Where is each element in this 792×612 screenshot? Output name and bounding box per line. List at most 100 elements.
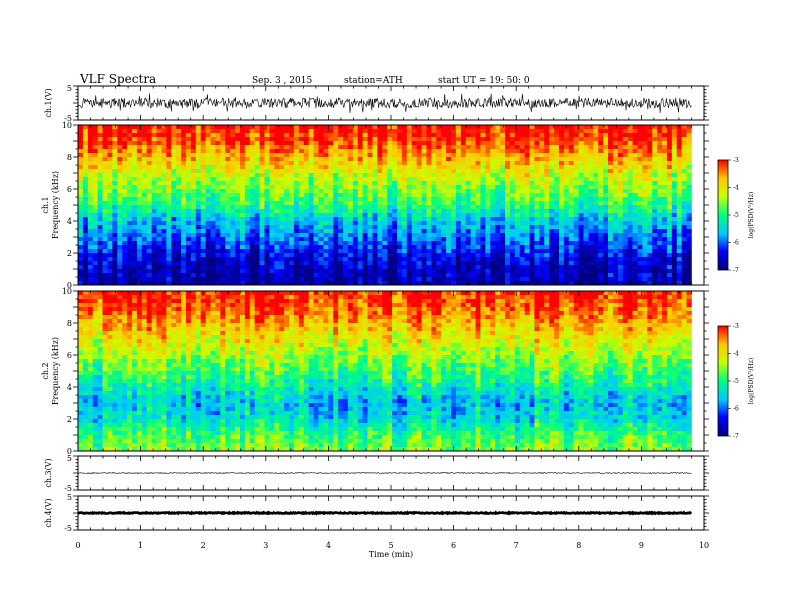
spectrogram-cell [235,169,241,174]
spectrogram-cell [225,185,231,190]
spectrogram-cell [239,209,246,214]
spectrogram-cell [534,237,540,242]
spectrogram-cell [593,233,599,238]
spectrogram-cell [514,193,521,198]
spectrogram-cell [176,249,182,254]
spectrogram-cell [514,141,521,146]
spectrogram-cell [421,145,427,150]
spectrogram-cell [583,241,589,246]
spectrogram-cell [652,213,658,218]
spectrogram-cell [451,269,457,274]
spectrogram-cell [666,277,673,282]
spectrogram-cell [495,157,501,162]
spectrogram-cell [642,273,648,278]
spectrogram-cell [377,189,383,194]
spectrogram-cell [514,161,521,166]
spectrogram-cell [367,229,373,234]
spectrogram-cell [460,249,467,254]
spectrogram-cell [662,277,668,282]
spectrogram-cell [284,273,290,278]
spectrogram-cell [397,233,403,238]
spectrogram-cell [254,133,260,138]
spectrogram-cell [318,241,324,246]
spectrogram-cell [421,257,427,262]
spectrogram-cell [156,125,162,130]
spectrogram-cell [642,153,648,158]
spectrogram-cell [451,157,457,162]
spectrogram-cell [495,205,501,210]
spectrogram-cell [303,129,309,134]
spectrogram-cell [637,237,643,242]
spectrogram-cell [563,193,570,198]
spectrogram-cell [112,149,118,154]
spectrogram-cell [249,133,255,138]
spectrogram-cell [357,245,363,250]
spectrogram-cell [529,133,535,138]
spectrogram-cell [558,245,565,250]
spectrogram-cell [200,249,206,254]
spectrogram-cell [215,229,221,234]
spectrogram-cell [249,229,255,234]
spectrogram-cell [392,249,398,254]
spectrogram-cell [176,165,182,170]
spectrogram-cell [146,185,152,190]
spectrogram-cell [568,237,574,242]
spectrogram-cell [303,193,309,198]
spectrogram-cell [254,233,260,238]
spectrogram-cell [166,161,172,166]
spectrogram-cell [676,269,682,274]
spectrogram-cell [573,137,579,142]
spectrogram-cell [102,257,108,262]
spectrogram-cell [392,261,398,266]
spectrogram-cell [495,273,501,278]
spectrogram-cell [519,233,525,238]
spectrogram-cell [146,273,152,278]
spectrogram-cell [387,273,393,278]
spectrogram-cell [127,273,133,278]
spectrogram-cell [451,197,457,202]
spectrogram-cell [347,157,354,162]
spectrogram-cell [455,161,462,166]
spectrogram-cell [195,277,201,282]
spectrogram-cell [190,225,197,230]
spectrogram-cell [549,221,555,226]
spectrogram-cell [441,221,447,226]
spectrogram-cell [200,193,206,198]
spectrogram-cell [397,149,403,154]
spectrogram-cell [274,253,280,258]
spectrogram-cell [671,177,678,182]
spectrogram-cell [122,261,128,266]
spectrogram-cell [657,133,663,138]
spectrogram-cell [686,129,692,134]
spectrogram-cell [563,149,570,154]
spectrogram-cell [426,197,432,202]
spectrogram-cell [284,225,290,230]
spectrogram-cell [205,133,211,138]
spectrogram-cell [190,169,197,174]
spectrogram-cell [235,193,241,198]
spectrogram-cell [465,161,471,166]
spectrogram-cell [465,193,471,198]
spectrogram-cell [185,169,192,174]
spectrogram-cell [215,277,221,282]
spectrogram-cell [647,241,653,246]
spectrogram-cell [367,193,373,198]
spectrogram-cell [495,277,501,282]
spectrogram-cell [642,257,648,262]
spectrogram-cell [87,141,94,146]
spectrogram-cell [176,241,182,246]
spectrogram-cell [230,237,236,242]
spectrogram-cell [161,245,167,250]
spectrogram-cell [617,229,624,234]
spectrogram-cell [485,257,491,262]
spectrogram-cell [529,165,535,170]
spectrogram-cell [485,245,491,250]
spectrogram-cell [490,265,496,270]
spectrogram-cell [362,237,368,242]
spectrogram-cell [534,173,540,178]
spectrogram-cell [676,221,682,226]
spectrogram-cell [377,245,383,250]
spectrogram-cell [642,137,648,142]
spectrogram-cell [524,277,530,282]
spectrogram-cell [573,273,579,278]
